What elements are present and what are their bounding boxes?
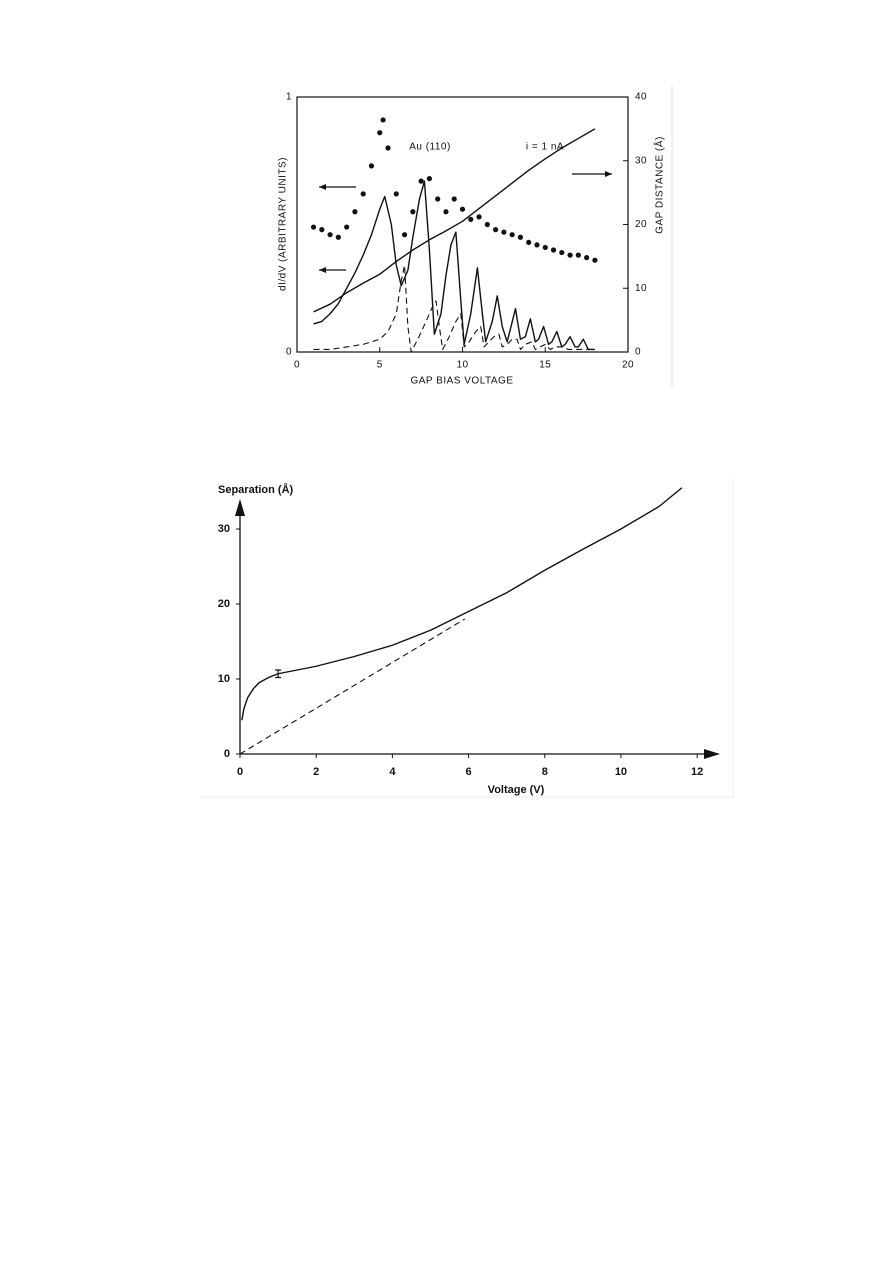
data-point [352,209,358,215]
y-axis-label: dI/dV (ARBITRARY UNITS) [278,157,289,291]
data-point [368,163,375,169]
data-point [526,239,532,245]
y2-axis-label: GAP DISTANCE (Å) [653,136,666,234]
data-point [509,232,515,238]
data-point [517,234,524,240]
data-point [344,224,350,230]
data-point [360,191,366,197]
y-tick-label: 30 [218,523,230,535]
y2-tick-label: 0 [635,347,641,358]
data-point [319,227,325,233]
pointer-arrowhead [605,171,612,177]
x-tick-label: 0 [237,766,243,778]
y2-tick-label: 30 [635,155,647,166]
data-point [410,209,416,215]
x-tick-label: 4 [389,766,396,778]
data-point [377,130,383,136]
data-point [542,244,548,251]
pointer-arrowhead [319,184,326,190]
annotation: Au (110) [409,142,451,153]
data-point [468,216,474,222]
y-axis-arrow [235,499,245,516]
pointer-arrowhead [319,267,326,273]
data-point [435,196,441,202]
x-tick-label: 0 [294,360,300,371]
y-tick-label: 0 [224,748,230,760]
data-point [559,249,565,256]
data-point [575,252,581,258]
data-point [534,242,540,248]
x-tick-label: 10 [456,360,468,371]
data-point [380,117,386,123]
y-axis-label: Separation (Å) [218,483,294,496]
data-point [476,214,482,220]
annotation: i = 1 nA [526,142,564,153]
data-point [451,196,457,202]
data-point [550,247,557,253]
error-bar [275,669,282,679]
x-tick-label: 15 [539,360,551,371]
x-axis-arrow [704,749,720,759]
data-point [584,255,590,261]
data-point [592,257,598,263]
data-point [459,206,466,212]
data-point [401,232,408,238]
data-point [484,221,490,228]
x-tick-label: 10 [615,766,627,778]
data-point [393,191,399,197]
x-tick-label: 12 [691,766,703,778]
y-tick-label: 1 [286,92,292,103]
data-point [310,224,317,230]
data-point [501,229,507,235]
x-tick-label: 8 [542,766,548,778]
y2-tick-label: 40 [635,92,647,103]
dashed-line [239,618,466,755]
data-point [418,178,424,184]
data-point [426,176,432,182]
line [313,128,596,313]
y-tick-label: 10 [218,673,230,685]
x-tick-label: 2 [313,766,319,778]
line [313,180,595,351]
y-tick-label: 20 [218,598,230,610]
x-axis-label: Voltage (V) [488,784,545,796]
data-point [335,234,341,240]
dashed-line [313,264,595,353]
data-point [443,209,449,215]
data-point [493,227,499,233]
line [241,487,683,721]
y2-tick-label: 20 [635,219,647,230]
x-tick-label: 20 [622,360,634,371]
data-point [327,232,333,238]
y2-tick-label: 10 [635,283,647,294]
data-point [567,252,573,258]
data-point [385,145,391,151]
y-tick-label: 0 [286,347,292,358]
x-axis-label: GAP BIAS VOLTAGE [410,376,513,387]
x-tick-label: 5 [377,360,383,371]
x-tick-label: 6 [466,766,472,778]
